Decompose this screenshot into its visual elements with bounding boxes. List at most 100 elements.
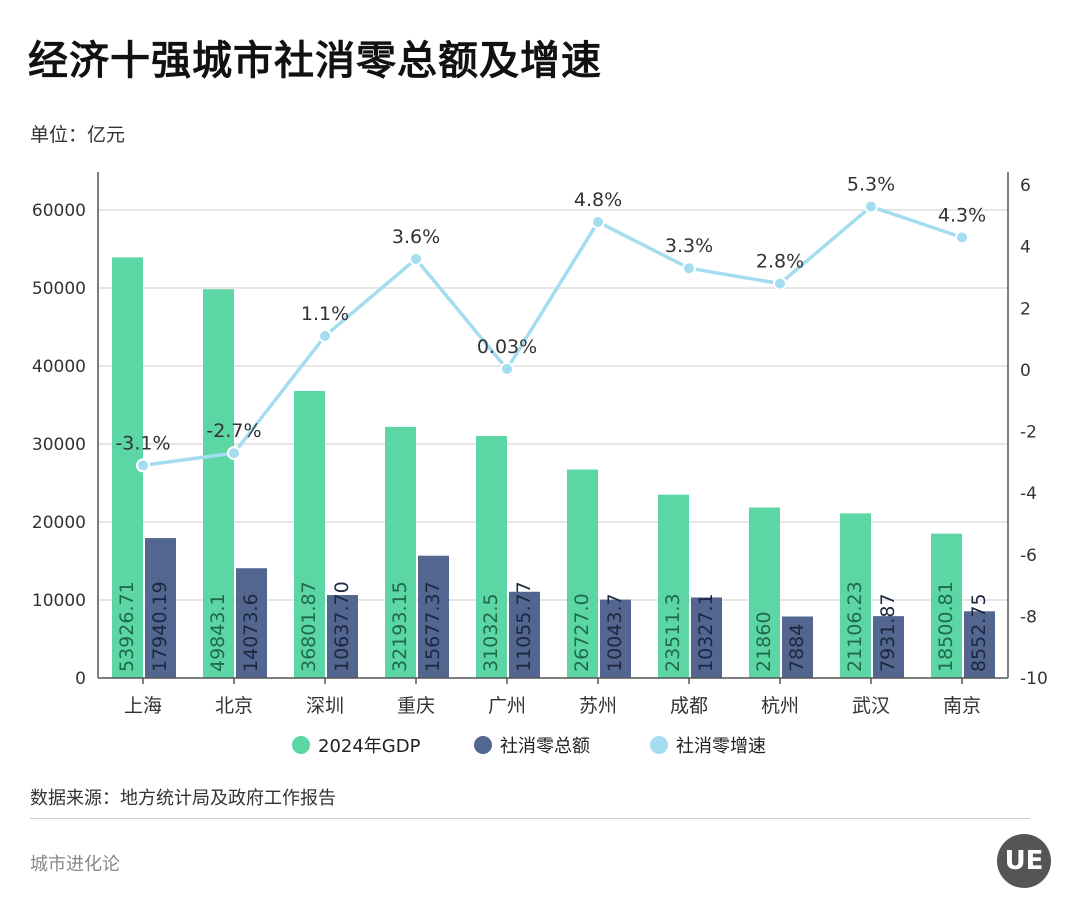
bar-data-label: 11055.77 [513,581,535,672]
gdp-bar [658,494,689,678]
growth-point [136,458,150,473]
growth-data-label: 3.6% [392,226,440,248]
y-tick-label: 50000 [32,279,86,299]
retail-total-bar [782,616,813,678]
y2-tick-label: 2 [1020,299,1031,319]
retail-total-bar [873,616,904,678]
y2-tick-label: -4 [1020,484,1037,504]
bar-data-label: 10637.70 [331,581,353,672]
brand-logo: UE [997,834,1051,888]
gdp-bar [385,426,416,678]
growth-data-label: 4.3% [938,204,986,226]
legend-label: 社消零总额 [500,736,590,757]
growth-line [142,204,963,468]
bar-data-label: 21860 [753,612,775,672]
y-tick-label: 40000 [32,357,86,377]
x-tick-label: 南京 [943,695,981,717]
bar-data-label: 36801.87 [298,581,320,672]
y2-tick-label: 0 [1020,361,1031,381]
legend-label: 2024年GDP [318,736,421,757]
legend-retail-total[interactable]: 社消零总额 [474,732,590,758]
y2-tick-label: 4 [1020,238,1031,258]
source-note: 数据来源：地方统计局及政府工作报告 [30,788,336,809]
retail-total-bar [236,568,267,678]
bar-data-label: 26727.0 [571,593,593,672]
bar-data-label: 10327.1 [695,593,717,672]
retail-total-bar [145,538,176,678]
growth-point [591,214,605,229]
x-tick-label: 武汉 [852,695,890,717]
retail-total-bar [691,597,722,678]
gdp-bar [203,289,234,678]
x-tick-label: 北京 [215,695,253,717]
x-tick-label: 重庆 [397,695,435,717]
y-tick-label: 0 [75,669,86,689]
growth-data-label: 5.3% [847,174,895,196]
x-tick-label: 苏州 [579,695,617,717]
bar-data-label: 32193.15 [389,581,411,672]
y-tick-label: 60000 [32,201,86,221]
gdp-bar [294,390,325,678]
bar-data-label: 23511.3 [662,593,684,672]
y2-tick-label: -8 [1020,607,1037,627]
growth-point [864,199,878,214]
legend-retail-growth[interactable]: 社消零增速 [650,732,766,758]
growth-point [227,446,241,461]
growth-point [955,230,969,245]
bar-data-label: 17940.19 [149,581,171,672]
gdp-bar [931,533,962,678]
brand-name: 城市进化论 [30,854,120,875]
gdp-bar [567,469,598,678]
retail-total-bar [964,611,995,678]
x-tick-label: 成都 [670,695,708,717]
bar-data-label: 15677.37 [422,581,444,672]
y-tick-label: 10000 [32,591,86,611]
bar-data-label: 31032.5 [480,593,502,672]
legend-marker [474,736,492,754]
bar-data-label: 7931.87 [877,593,899,672]
retail-total-bar [327,595,358,678]
y-tick-label: 30000 [32,435,86,455]
x-tick-label: 深圳 [306,695,344,717]
legend-gdp[interactable]: 2024年GDP [292,732,420,758]
gdp-bar [476,435,507,678]
growth-data-label: -2.7% [206,420,261,442]
y2-tick-label: -10 [1020,669,1048,689]
growth-data-label: 2.8% [756,251,804,273]
y2-tick-label: -6 [1020,546,1037,566]
divider [30,818,1030,819]
x-tick-label: 上海 [124,695,162,717]
bar-data-label: 21106.23 [844,581,866,672]
y-tick-label: 20000 [32,513,86,533]
page-title: 经济十强城市社消零总额及增速 [28,38,602,84]
growth-data-label: 0.03% [477,336,537,358]
bar-data-label: 10043.7 [604,593,626,672]
growth-point [409,251,423,266]
bar-data-label: 14073.6 [240,593,262,672]
retail-total-bar [600,599,631,678]
bar-data-label: 7884 [786,624,808,672]
bar-data-label: 18500.81 [935,581,957,672]
growth-point [500,361,514,376]
growth-data-label: -3.1% [115,432,170,454]
retail-total-bar [509,591,540,678]
gdp-bar [840,513,871,678]
growth-point [318,328,332,343]
bar-data-label: 8552.75 [968,593,990,672]
bar-data-label: 49843.1 [207,593,229,672]
legend-marker [292,736,310,754]
y2-tick-label: -2 [1020,423,1037,443]
growth-data-label: 4.8% [574,189,622,211]
x-tick-label: 广州 [488,695,526,717]
legend-marker [650,736,668,754]
gdp-bar [749,507,780,678]
legend-label: 社消零增速 [676,736,766,757]
growth-point [773,276,787,291]
bar-data-label: 53926.71 [116,581,138,672]
unit-label: 单位：亿元 [30,124,126,146]
y2-tick-label: 6 [1020,176,1031,196]
growth-data-label: 3.3% [665,235,713,257]
growth-point [682,261,696,276]
growth-data-label: 1.1% [301,303,349,325]
